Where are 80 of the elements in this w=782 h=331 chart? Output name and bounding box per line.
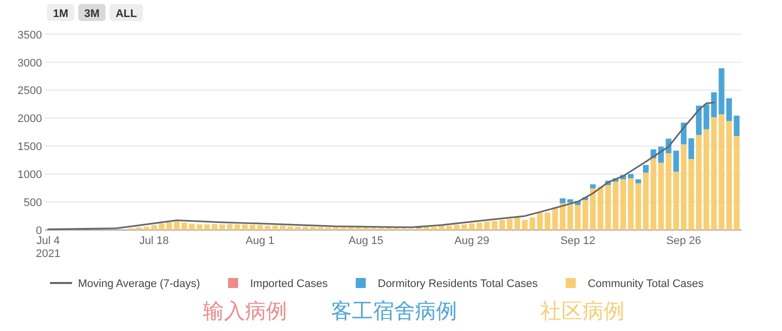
bar [454, 224, 460, 230]
bar [704, 129, 710, 230]
y-tick-label: 500 [24, 197, 42, 210]
bar [673, 172, 679, 230]
bar [446, 226, 452, 230]
bar [680, 144, 687, 230]
y-tick-label: 3000 [18, 57, 42, 70]
legend-label: Dormitory Residents Total Cases [378, 278, 538, 290]
bar [726, 98, 732, 121]
x-tick-label: Sep 12 [560, 235, 596, 247]
bar [287, 226, 294, 230]
bar [302, 226, 308, 230]
bar [272, 226, 278, 230]
bar [635, 183, 642, 230]
bar [461, 224, 468, 230]
bar [294, 226, 301, 230]
y-tick-label: 0 [36, 225, 42, 237]
bar [635, 179, 642, 184]
bar [704, 104, 710, 130]
text: 1M [53, 8, 68, 20]
bar [166, 222, 172, 230]
bar [242, 224, 248, 230]
bar [158, 224, 164, 230]
bar [560, 203, 566, 230]
text: 输入病例 [203, 300, 288, 323]
bar [590, 188, 596, 230]
bar [582, 200, 588, 230]
bar [560, 198, 566, 204]
y-tick-label: 1500 [18, 141, 42, 154]
legend-label: Community Total Cases [588, 278, 704, 290]
x-tick-label: Aug 15 [348, 235, 384, 247]
bar [643, 164, 649, 173]
bar [688, 158, 694, 230]
x-tick-label: Jul 18 [139, 235, 169, 247]
bar [734, 116, 740, 136]
bar [280, 226, 286, 230]
bar [325, 227, 331, 230]
bar [734, 136, 740, 230]
bar [499, 220, 505, 230]
bar [530, 217, 536, 230]
bar [189, 224, 195, 230]
bar [726, 120, 732, 230]
bar [506, 218, 513, 230]
bar [643, 172, 649, 230]
bar [696, 134, 702, 230]
y-tick-label: 2000 [18, 113, 42, 126]
x-tick-label: Aug 29 [454, 235, 490, 247]
bar [332, 227, 338, 230]
bar [673, 150, 679, 172]
bar [219, 224, 226, 230]
y-tick-label: 1000 [18, 169, 42, 182]
text: 3M [84, 8, 100, 20]
bar [182, 222, 188, 230]
bar [696, 106, 702, 135]
bar [590, 184, 596, 188]
text: 社区病例 [540, 300, 625, 323]
x-tick-label: Sep 26 [666, 235, 702, 247]
bar [628, 174, 634, 178]
bar [514, 217, 520, 230]
bar [628, 178, 634, 230]
bar [212, 224, 218, 230]
y-tick-label: 3500 [18, 29, 42, 42]
y-tick-label: 2500 [18, 85, 42, 98]
bar [469, 223, 475, 230]
x-tick-label: Jul 4 2021 [36, 235, 60, 260]
text: 客工宿舍病例 [330, 300, 457, 323]
bar [226, 224, 233, 230]
bar [234, 224, 240, 230]
text: ALL [116, 8, 138, 20]
bar [620, 179, 626, 230]
bar [522, 220, 528, 230]
bar [567, 202, 574, 230]
legend-label: Moving Average (7-days) [78, 278, 200, 290]
bar [348, 227, 354, 230]
x-tick-label: Aug 1 [246, 235, 274, 247]
bar [174, 222, 180, 230]
legend-label: Imported Cases [250, 278, 328, 290]
bar [574, 205, 581, 230]
bar [688, 138, 694, 159]
bar [612, 182, 618, 230]
